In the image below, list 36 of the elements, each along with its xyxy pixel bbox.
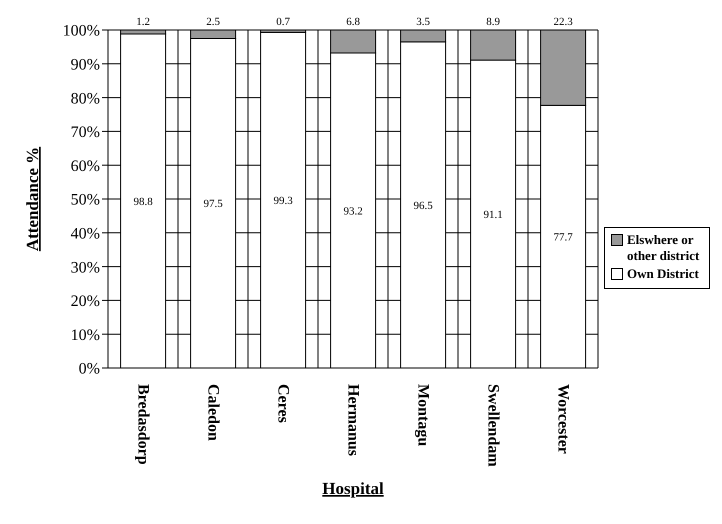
data-label: 93.2 xyxy=(343,205,363,218)
data-label: 98.8 xyxy=(133,196,154,208)
data-label: 8.9 xyxy=(486,16,500,28)
y-tick-label: 30% xyxy=(70,259,100,276)
x-tick-label: Bredasdorp xyxy=(134,384,152,465)
x-tick-label: Ceres xyxy=(274,384,292,423)
legend-label: Own District xyxy=(627,266,699,282)
x-tick-label: Caledon xyxy=(204,384,222,441)
x-tick-label: Montagu xyxy=(414,384,432,446)
y-tick-label: 60% xyxy=(70,158,100,175)
data-label: 3.5 xyxy=(416,16,430,28)
x-tick-label: Hermanus xyxy=(344,384,362,456)
data-label: 96.5 xyxy=(413,200,434,212)
x-tick-label: Swellendam xyxy=(484,384,502,468)
y-tick-label: 10% xyxy=(70,326,100,344)
data-label: 2.5 xyxy=(206,16,220,28)
legend-label: Elswhere or other district xyxy=(627,232,700,264)
x-tick-label: Worcester xyxy=(554,384,572,454)
data-label: 91.1 xyxy=(483,208,503,221)
y-axis-title: Attendance % xyxy=(23,146,42,252)
y-tick-label: 50% xyxy=(70,192,100,209)
data-label: 1.2 xyxy=(136,16,150,28)
data-label: 97.5 xyxy=(203,198,224,210)
y-tick-label: 90% xyxy=(70,56,100,74)
x-axis-title: Hospital xyxy=(322,479,384,498)
data-label: 6.8 xyxy=(346,16,360,28)
y-tick-label: 40% xyxy=(70,225,100,242)
data-label: 99.3 xyxy=(273,195,294,208)
y-tick-label: 70% xyxy=(70,124,100,142)
data-label: 22.3 xyxy=(553,16,574,28)
data-label: 0.7 xyxy=(276,16,290,28)
y-tick-label: 20% xyxy=(70,293,100,310)
y-tick-label: 80% xyxy=(70,90,100,108)
y-tick-label: 0% xyxy=(78,360,100,378)
data-label: 77.7 xyxy=(553,232,574,244)
y-tick-label: 100% xyxy=(62,22,100,40)
